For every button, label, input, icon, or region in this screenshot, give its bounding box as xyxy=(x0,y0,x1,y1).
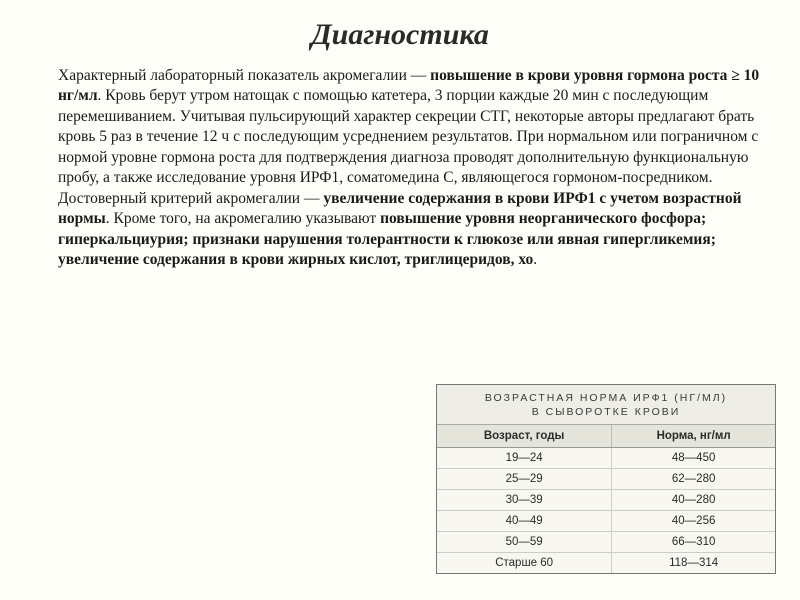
cell-norm: 48—450 xyxy=(612,448,775,469)
cell-age: 50—59 xyxy=(437,532,612,553)
plain-text: . Кроме того, на акромегалию указывают xyxy=(106,210,380,227)
plain-text: . xyxy=(533,251,537,268)
cell-norm: 40—256 xyxy=(612,511,775,532)
table-title: ВОЗРАСТНАЯ НОРМА ИРФ1 (НГ/МЛ) В СЫВОРОТК… xyxy=(437,385,775,425)
page-title: Диагностика xyxy=(28,18,772,52)
cell-age: Старше 60 xyxy=(437,553,612,574)
cell-age: 19—24 xyxy=(437,448,612,469)
diagnostics-paragraph: Характерный лабораторный показатель акро… xyxy=(58,66,762,271)
table-title-line1: ВОЗРАСТНАЯ НОРМА ИРФ1 (НГ/МЛ) xyxy=(485,392,727,404)
table-row: 25—2962—280 xyxy=(437,469,775,490)
cell-age: 40—49 xyxy=(437,511,612,532)
cell-norm: 62—280 xyxy=(612,469,775,490)
cell-norm: 40—280 xyxy=(612,490,775,511)
table-header-row: Возраст, годы Норма, нг/мл xyxy=(437,425,775,448)
table-row: 30—3940—280 xyxy=(437,490,775,511)
table-row: 40—4940—256 xyxy=(437,511,775,532)
table-row: 50—5966—310 xyxy=(437,532,775,553)
irf1-norms-table-block: ВОЗРАСТНАЯ НОРМА ИРФ1 (НГ/МЛ) В СЫВОРОТК… xyxy=(436,384,776,574)
cell-norm: 118—314 xyxy=(612,553,775,574)
table-row: 19—2448—450 xyxy=(437,448,775,469)
cell-age: 30—39 xyxy=(437,490,612,511)
irf1-norms-table: Возраст, годы Норма, нг/мл 19—2448—45025… xyxy=(437,425,775,573)
col-norm: Норма, нг/мл xyxy=(612,425,775,448)
plain-text: Характерный лабораторный показатель акро… xyxy=(58,67,430,84)
col-age: Возраст, годы xyxy=(437,425,612,448)
table-row: Старше 60118—314 xyxy=(437,553,775,574)
cell-norm: 66—310 xyxy=(612,532,775,553)
table-title-line2: В СЫВОРОТКЕ КРОВИ xyxy=(532,406,681,418)
cell-age: 25—29 xyxy=(437,469,612,490)
